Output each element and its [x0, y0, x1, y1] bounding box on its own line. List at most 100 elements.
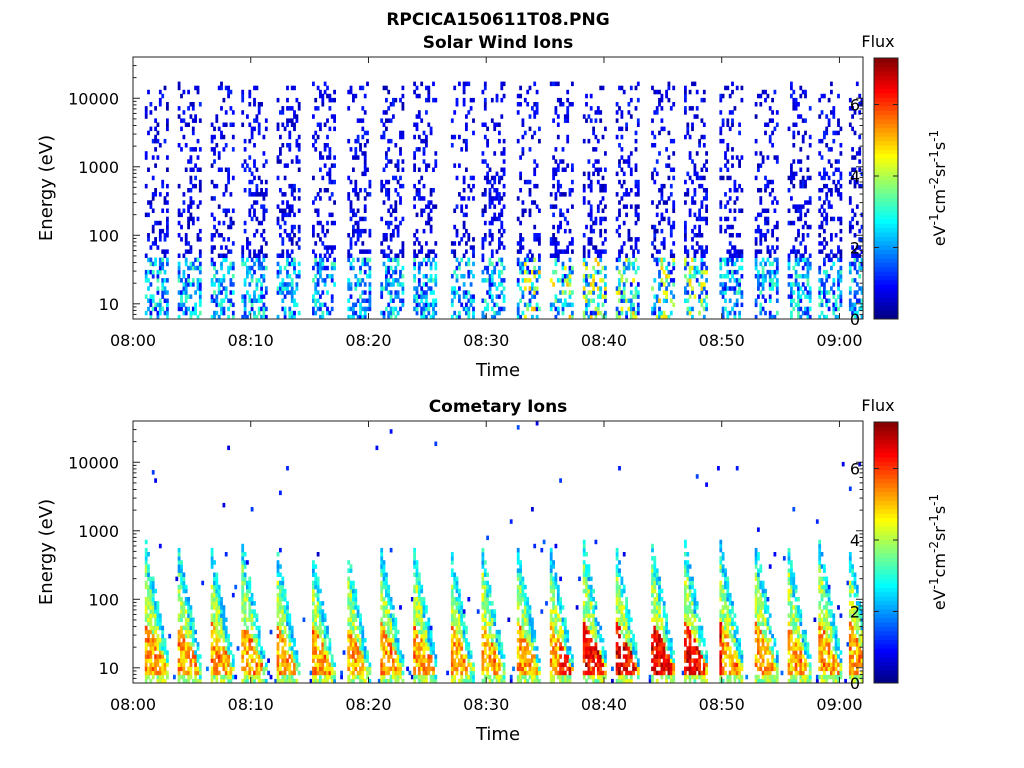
- heatmap-cell: [180, 617, 183, 622]
- heatmap-cell: [260, 245, 263, 250]
- heatmap-cell: [516, 302, 520, 308]
- heatmap-cell: [825, 278, 829, 283]
- heatmap-cell: [248, 249, 252, 254]
- heatmap-cell: [347, 592, 351, 598]
- heatmap-cell: [455, 274, 459, 279]
- heatmap-cell: [851, 147, 854, 152]
- heatmap-cell: [246, 257, 249, 263]
- heatmap-cell: [210, 564, 214, 569]
- heatmap-cell: [279, 224, 282, 230]
- heatmap-cell: [255, 625, 259, 631]
- heatmap-cell: [599, 249, 603, 254]
- heatmap-cell: [427, 220, 431, 226]
- heatmap-cell: [180, 212, 183, 218]
- heatmap-cell: [279, 188, 282, 193]
- heatmap-cell: [184, 286, 188, 291]
- heatmap-cell: [279, 572, 282, 577]
- heatmap-cell: [281, 216, 285, 222]
- heatmap-cell: [533, 233, 537, 238]
- heatmap-cell: [319, 302, 322, 308]
- heatmap-cell: [775, 200, 779, 205]
- heatmap-cell: [688, 155, 692, 160]
- heatmap-cell: [154, 147, 157, 152]
- heatmap-cell: [180, 93, 183, 99]
- heatmap-cell: [693, 171, 697, 177]
- heatmap-cell: [255, 314, 259, 320]
- heatmap-cell: [224, 208, 228, 213]
- heatmap-cell: [658, 282, 661, 287]
- heatmap-cell: [161, 290, 165, 295]
- heatmap-cell: [860, 302, 864, 308]
- heatmap-cell: [684, 89, 687, 95]
- heatmap-cell: [154, 257, 157, 263]
- heatmap-cell: [180, 662, 183, 667]
- heatmap-cell: [827, 147, 831, 152]
- heatmap-cell: [262, 294, 266, 299]
- heatmap-cell: [728, 249, 732, 254]
- heatmap-cell: [660, 106, 664, 111]
- heatmap-cell: [220, 278, 223, 283]
- heatmap-cell: [166, 102, 169, 107]
- heatmap-cell: [276, 253, 280, 258]
- heatmap-cell: [222, 147, 226, 152]
- heatmap-cell: [177, 274, 181, 279]
- heatmap-cell: [486, 171, 489, 177]
- heatmap-cell: [669, 310, 673, 316]
- heatmap-cell: [380, 658, 384, 663]
- heatmap-cell: [521, 122, 525, 127]
- heatmap-cell: [312, 228, 315, 234]
- heatmap-cell: [832, 282, 836, 287]
- heatmap-cell: [180, 633, 183, 639]
- heatmap-cell: [757, 93, 760, 99]
- heatmap-cell: [818, 188, 822, 193]
- heatmap-cell: [686, 126, 690, 132]
- heatmap-cell: [184, 642, 188, 647]
- heatmap-cell: [246, 597, 249, 602]
- heatmap-cell: [257, 122, 261, 127]
- heatmap-cell: [321, 314, 325, 320]
- heatmap-cell: [625, 126, 628, 132]
- heatmap-cell: [627, 237, 631, 242]
- heatmap-cell: [726, 314, 730, 320]
- heatmap-cell: [250, 302, 254, 308]
- heatmap-cell: [319, 601, 322, 606]
- heatmap-cell: [830, 237, 833, 242]
- heatmap-cell: [180, 605, 183, 610]
- heatmap-cell: [330, 192, 334, 197]
- heatmap-cell: [832, 110, 836, 115]
- heatmap-cell: [773, 89, 777, 95]
- heatmap-cell: [380, 179, 384, 185]
- heatmap-cell: [519, 245, 522, 250]
- heatmap-cell: [156, 278, 160, 283]
- heatmap-cell: [582, 188, 586, 193]
- heatmap-cell: [660, 196, 664, 201]
- heatmap-cell: [563, 278, 567, 283]
- heatmap-cell: [634, 85, 638, 91]
- heatmap-cell: [599, 183, 603, 189]
- heatmap-cell: [858, 274, 862, 279]
- heatmap-cell: [738, 233, 741, 238]
- heatmap-cell: [316, 298, 320, 303]
- heatmap-cell: [481, 192, 485, 197]
- heatmap-cell: [156, 678, 160, 684]
- heatmap-cell: [728, 175, 732, 181]
- heatmap-cell: [401, 102, 405, 107]
- heatmap-cell: [163, 138, 167, 144]
- heatmap-cell: [319, 274, 322, 279]
- heatmap-cell: [684, 97, 687, 103]
- heatmap-cell: [790, 274, 793, 279]
- heatmap-cell: [521, 245, 525, 250]
- heatmap-cell: [323, 670, 327, 676]
- heatmap-cell: [257, 110, 261, 115]
- heatmap-cell: [392, 175, 395, 181]
- heatmap-cell: [519, 220, 522, 226]
- heatmap-cell: [797, 298, 800, 303]
- heatmap-cell: [792, 143, 796, 148]
- heatmap-cell: [521, 208, 525, 213]
- heatmap-cell: [260, 261, 263, 267]
- heatmap-cell: [658, 314, 661, 320]
- heatmap-cell: [837, 286, 840, 291]
- heatmap-cell: [775, 278, 779, 283]
- heatmap-cell: [220, 613, 223, 618]
- heatmap-cell: [516, 216, 520, 222]
